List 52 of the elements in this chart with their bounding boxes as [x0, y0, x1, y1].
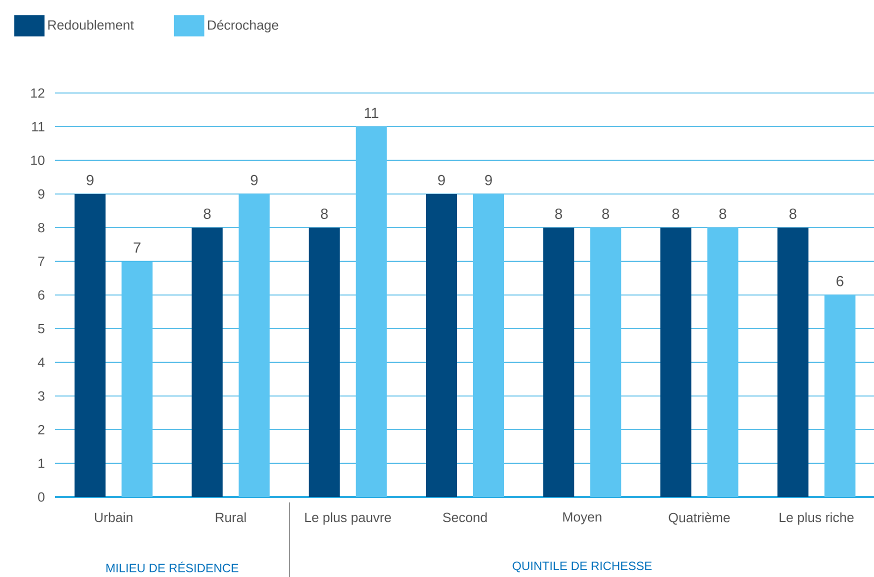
bar: [356, 126, 387, 497]
data-label: 7: [134, 242, 140, 253]
data-label: 8: [555, 208, 562, 219]
text: MILIEU DE RÉSIDENCE: [106, 562, 238, 572]
bar: [473, 194, 504, 497]
y-tick-label: 0: [38, 492, 44, 502]
x-tick-label: Quatrième: [668, 512, 730, 525]
bar: [543, 228, 574, 497]
bar: [192, 228, 223, 497]
data-label: 9: [250, 174, 258, 186]
data-label: 8: [719, 208, 726, 219]
data-label: 8: [320, 208, 328, 219]
y-tick-label: 6: [38, 290, 44, 300]
bar: [122, 261, 153, 497]
bar: [426, 194, 458, 497]
legend-label: Décrochage: [208, 20, 278, 32]
bar: [707, 228, 738, 497]
y-tick-label: 9: [38, 189, 44, 199]
y-tick-label: 5: [38, 324, 44, 334]
y-tick-label: 2: [38, 425, 44, 434]
bar: [660, 228, 692, 497]
data-label: 8: [204, 208, 211, 219]
y-tick-label: 4: [38, 358, 45, 367]
data-label: 6: [836, 276, 844, 286]
bar: [308, 228, 340, 497]
y-tick-label: 12: [31, 88, 44, 98]
y-tick-label: 11: [32, 122, 44, 132]
bar: [590, 228, 622, 497]
data-label: 8: [602, 208, 610, 219]
y-tick-label: 3: [38, 391, 44, 401]
y-tick-label: 7: [38, 256, 44, 266]
x-tick-label: Second: [443, 512, 487, 522]
bar: [238, 194, 270, 497]
x-tick-label: Le plus riche: [780, 512, 854, 525]
data-label: 9: [485, 174, 492, 186]
x-tick-label: Urbain: [94, 512, 132, 522]
text: QUINTILE DE RICHESSE: [512, 562, 652, 572]
x-tick-label: Moyen: [563, 512, 602, 524]
data-label: 9: [86, 174, 94, 186]
bar: [824, 294, 856, 497]
data-label: 9: [438, 174, 445, 186]
data-label: 8: [789, 208, 796, 219]
bar: [74, 194, 106, 497]
x-tick-label: Le plus pauvre: [305, 512, 391, 525]
legend-label: Redoublement: [48, 20, 134, 30]
bar: [777, 228, 808, 497]
x-tick-label: Rural: [216, 512, 246, 522]
data-label: 8: [672, 208, 680, 219]
y-tick-label: 1: [38, 458, 44, 468]
y-tick-label: 8: [38, 222, 44, 232]
data-label: 11: [364, 108, 378, 118]
y-tick-label: 10: [31, 156, 44, 166]
